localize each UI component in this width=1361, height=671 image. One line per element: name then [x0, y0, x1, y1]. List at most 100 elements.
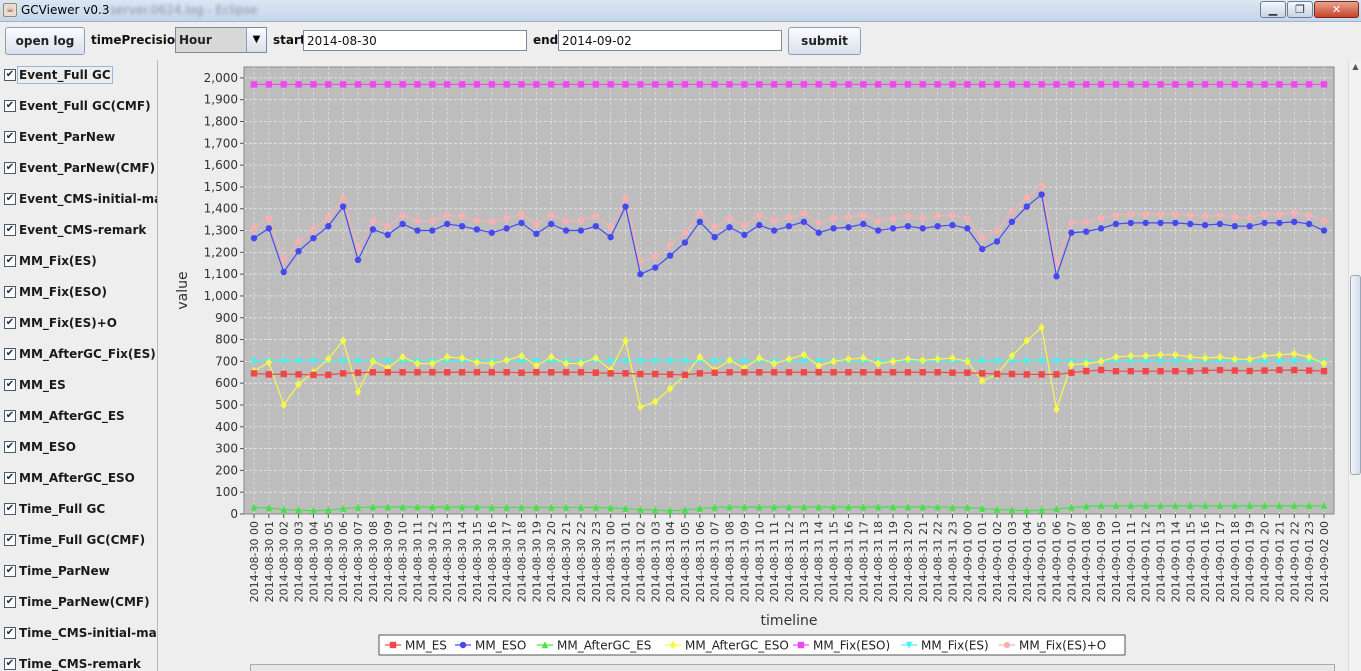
- point-mm-fix-eso: [443, 81, 451, 88]
- point-mm-aftergc-es: [681, 506, 689, 514]
- chevron-down-icon[interactable]: ▼: [246, 28, 266, 52]
- point-mm-fix-eso: [756, 81, 763, 88]
- checkbox[interactable]: ✔: [4, 565, 16, 577]
- x-tick-label: 2014-08-31 04: [664, 521, 677, 602]
- point-mm-eso: [1246, 222, 1253, 230]
- point-mm-fix-eso: [652, 81, 659, 88]
- checkbox[interactable]: ✔: [4, 472, 16, 484]
- point-mm-eso: [785, 222, 793, 230]
- point-mm-aftergc-es: [473, 503, 481, 511]
- x-tick-label: 2014-08-30 07: [352, 521, 365, 602]
- point-mm-eso: [399, 220, 406, 228]
- checkbox[interactable]: ✔: [4, 534, 16, 546]
- point-mm-aftergc-es: [919, 503, 926, 511]
- start-date-input[interactable]: [303, 30, 527, 51]
- x-tick-label: 2014-08-31 05: [679, 521, 692, 602]
- minimize-button[interactable]: ▁: [1260, 1, 1286, 18]
- point-mm-fix-es-o: [280, 256, 287, 264]
- point-mm-fix-eso: [1291, 81, 1298, 88]
- checkbox[interactable]: ✔: [4, 596, 16, 608]
- checkbox[interactable]: ✔: [4, 410, 16, 422]
- checkbox[interactable]: ✔: [4, 224, 16, 236]
- checkbox[interactable]: ✔: [4, 503, 16, 515]
- legend-marker: [389, 641, 397, 649]
- point-mm-fix-es: [681, 358, 689, 366]
- checkbox[interactable]: ✔: [4, 162, 16, 174]
- checkbox[interactable]: ✔: [4, 255, 16, 267]
- point-mm-fix-es: [1187, 358, 1194, 366]
- time-precision-label: timePrecision: [91, 33, 184, 47]
- point-mm-eso: [934, 222, 941, 230]
- point-mm-fix-es-o: [637, 257, 644, 265]
- point-mm-aftergc-es: [770, 503, 778, 511]
- checkbox[interactable]: ✔: [4, 286, 16, 298]
- point-mm-fix-eso: [800, 81, 808, 88]
- point-mm-aftergc-es: [488, 503, 495, 511]
- point-mm-fix-es-o: [1231, 214, 1239, 221]
- checkbox[interactable]: ✔: [4, 348, 16, 360]
- point-mm-aftergc-es: [548, 503, 555, 511]
- checkbox[interactable]: ✔: [4, 441, 16, 453]
- checkbox[interactable]: ✔: [4, 100, 16, 112]
- point-mm-es: [280, 370, 287, 378]
- x-tick-label: 2014-08-30 04: [307, 521, 320, 602]
- point-mm-eso: [325, 222, 332, 230]
- point-mm-fix-es-o: [889, 215, 897, 222]
- point-mm-es: [384, 369, 391, 376]
- point-mm-fix-es-o: [488, 218, 495, 226]
- point-mm-fix-eso: [325, 81, 332, 88]
- point-mm-eso: [741, 231, 748, 239]
- checkbox[interactable]: ✔: [4, 658, 16, 670]
- point-mm-aftergc-eso: [1187, 352, 1194, 362]
- point-mm-eso: [354, 256, 362, 264]
- point-mm-fix-es-o: [1142, 210, 1149, 218]
- point-mm-aftergc-es: [607, 504, 614, 512]
- time-precision-select[interactable]: Hour ▼: [175, 27, 267, 53]
- point-mm-fix-eso: [1320, 81, 1328, 88]
- point-mm-eso: [369, 226, 377, 233]
- point-mm-es: [756, 369, 763, 376]
- checkbox-label: Event_CMS-initial-mark: [19, 192, 177, 206]
- checkbox-label: Event_ParNew: [19, 130, 116, 144]
- point-mm-eso: [1201, 221, 1209, 229]
- scrollbar-thumb[interactable]: [1350, 275, 1361, 475]
- point-mm-fix-eso: [592, 81, 600, 88]
- point-mm-eso: [949, 221, 956, 229]
- checkbox[interactable]: ✔: [4, 69, 16, 81]
- scroll-up-icon[interactable]: ▲: [1352, 62, 1359, 71]
- point-mm-aftergc-eso: [1083, 359, 1090, 368]
- point-mm-fix-es: [548, 358, 555, 366]
- point-mm-eso: [726, 224, 733, 231]
- close-button[interactable]: ✕: [1314, 1, 1359, 18]
- point-mm-fix-es-o: [934, 213, 941, 220]
- point-mm-fix-es: [1008, 358, 1016, 366]
- end-date-input[interactable]: [558, 30, 782, 51]
- maximize-button[interactable]: ❐: [1287, 1, 1313, 18]
- x-tick-label: 2014-09-02 00: [1318, 521, 1331, 602]
- point-mm-es: [1068, 369, 1075, 376]
- point-mm-fix-es-o: [250, 225, 258, 232]
- point-mm-aftergc-es: [1008, 506, 1016, 514]
- open-log-button[interactable]: open log: [5, 27, 85, 55]
- point-mm-aftergc-es: [845, 503, 852, 511]
- horizontal-scrollbar[interactable]: [250, 664, 1335, 671]
- point-mm-es: [443, 369, 451, 376]
- point-mm-fix-es: [652, 358, 659, 366]
- checkbox[interactable]: ✔: [4, 379, 16, 391]
- checkbox[interactable]: ✔: [4, 131, 16, 143]
- checkbox[interactable]: ✔: [4, 627, 16, 639]
- checkbox[interactable]: ✔: [4, 317, 16, 329]
- point-mm-fix-eso: [681, 81, 689, 88]
- point-mm-fix-es-o: [1068, 219, 1075, 227]
- point-mm-aftergc-eso: [384, 363, 391, 373]
- x-tick-label: 2014-08-31 18: [872, 521, 885, 602]
- vertical-scrollbar[interactable]: ▲: [1348, 60, 1361, 671]
- submit-button[interactable]: submit: [788, 27, 861, 55]
- point-mm-eso: [993, 238, 1001, 245]
- point-mm-eso: [889, 225, 897, 232]
- point-mm-es: [1187, 367, 1194, 375]
- point-mm-fix-es-o: [964, 215, 971, 222]
- point-mm-fix-es: [1157, 358, 1164, 366]
- point-mm-fix-eso: [1276, 81, 1283, 88]
- checkbox[interactable]: ✔: [4, 193, 16, 205]
